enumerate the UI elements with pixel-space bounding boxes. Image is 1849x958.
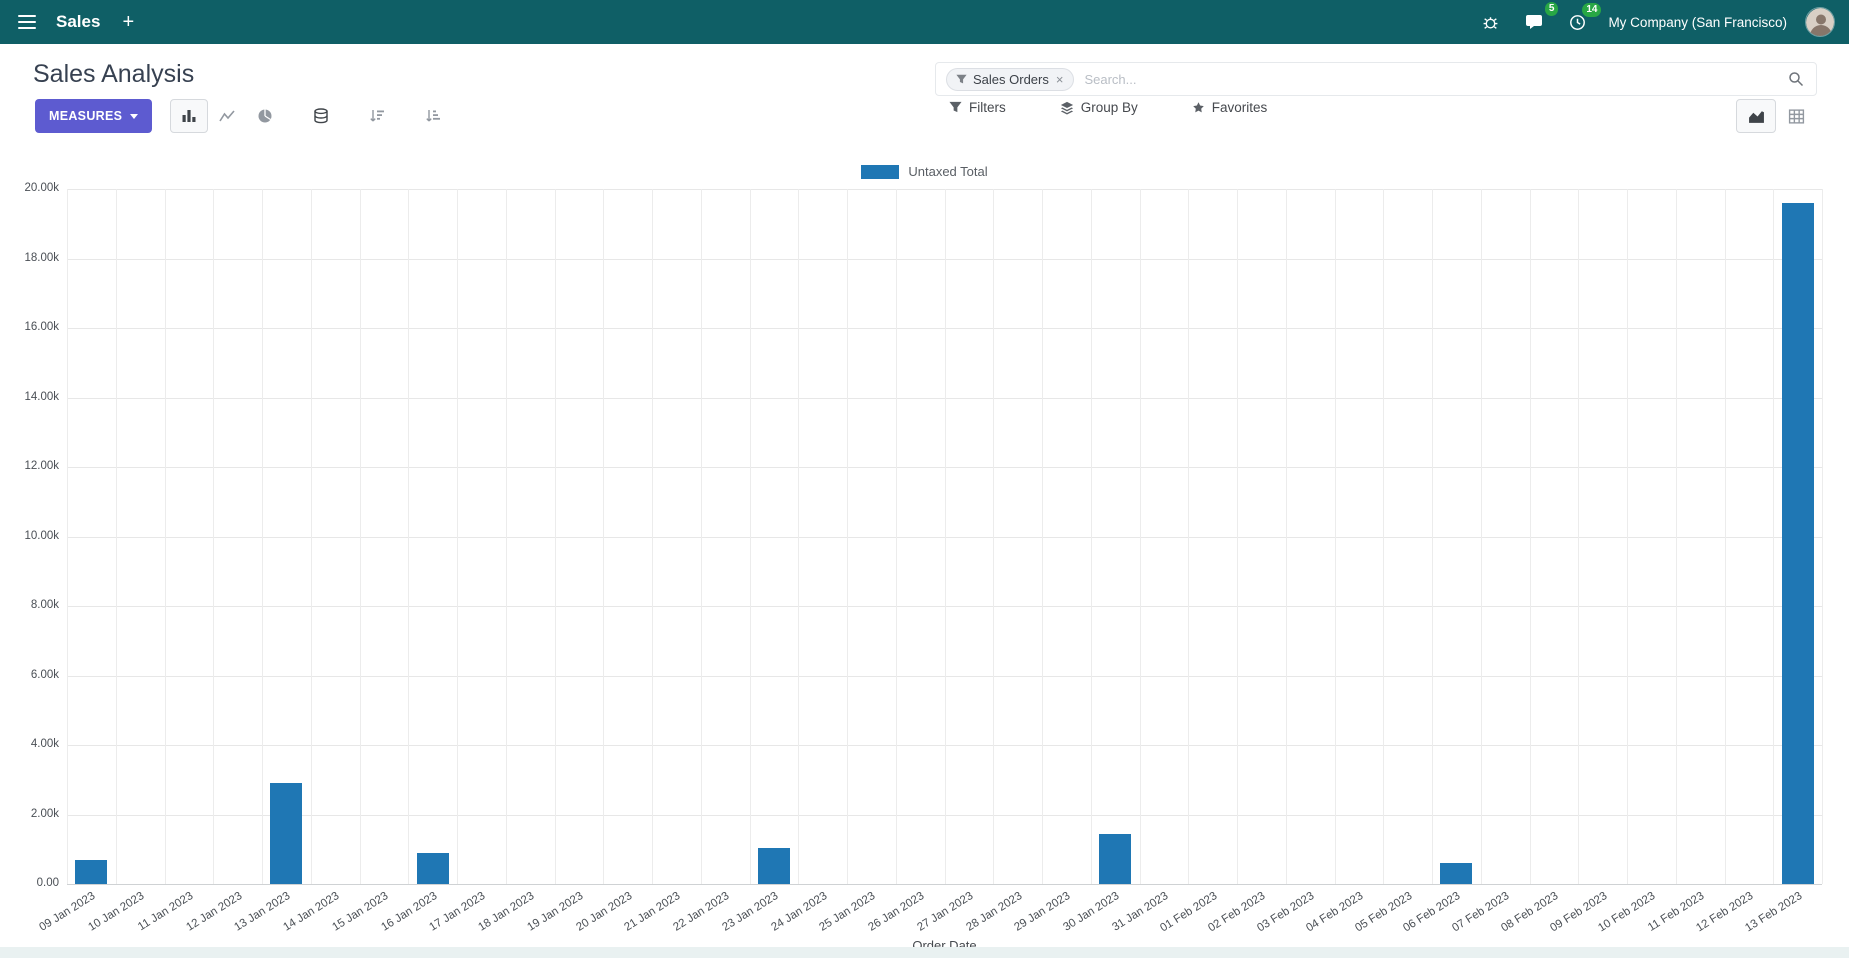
debug-bug-icon[interactable] xyxy=(1478,10,1503,35)
chart-bar[interactable] xyxy=(757,847,790,884)
top-navbar: Sales + 5 14 My Company (San Francisco) xyxy=(0,0,1849,44)
pie-chart-mode-icon[interactable] xyxy=(246,99,284,133)
x-gridline xyxy=(1432,189,1433,884)
chart-bar[interactable] xyxy=(270,783,303,884)
y-axis-tick-label: 4.00k xyxy=(30,738,59,750)
y-axis-tick-label: 2.00k xyxy=(30,807,59,820)
x-gridline xyxy=(505,189,507,884)
x-gridline xyxy=(554,189,556,884)
facet-remove-icon[interactable]: × xyxy=(1055,71,1064,87)
company-menu[interactable]: My Company (San Francisco) xyxy=(1608,14,1787,30)
stacked-toggle-icon[interactable] xyxy=(302,99,340,133)
sort-descending-icon[interactable] xyxy=(358,99,396,133)
plot-area: 0.00 2.00k 4.00k 6.00k 8.00k 10.00k 12.00k 14.0… xyxy=(24,182,1823,934)
x-gridline xyxy=(1578,189,1580,884)
activities-badge: 14 xyxy=(1582,2,1602,17)
x-gridline xyxy=(1139,189,1141,884)
bar-chart-mode-icon[interactable] xyxy=(170,99,209,133)
filters-button[interactable]: Filters xyxy=(943,99,1012,116)
graph-view-icon[interactable] xyxy=(1736,99,1776,133)
layers-icon xyxy=(1060,101,1074,115)
y-axis-tick-label: 0.00 xyxy=(36,877,59,889)
footer-strip xyxy=(0,947,1849,958)
search-bar[interactable]: Sales Orders × xyxy=(935,62,1817,96)
messages-badge: 5 xyxy=(1544,2,1559,16)
x-gridline xyxy=(1529,189,1531,884)
legend-label: Untaxed Total xyxy=(908,164,988,179)
x-gridline xyxy=(1383,189,1385,884)
star-icon xyxy=(1192,101,1205,114)
search-icon[interactable] xyxy=(1786,69,1806,89)
messages-icon[interactable] xyxy=(1521,9,1547,35)
pivot-view-icon[interactable] xyxy=(1776,99,1816,133)
caret-down-icon xyxy=(130,113,139,119)
funnel-icon xyxy=(949,101,962,114)
x-gridline xyxy=(1480,189,1482,884)
x-gridline xyxy=(1042,189,1043,884)
x-gridline xyxy=(457,189,458,884)
x-gridline xyxy=(1822,189,1823,884)
favorites-button[interactable]: Favorites xyxy=(1186,99,1274,116)
y-axis-tick-label: 20.00k xyxy=(24,182,59,194)
x-gridline xyxy=(213,189,215,884)
x-gridline xyxy=(67,189,68,884)
x-gridline xyxy=(847,189,848,884)
page-title: Sales Analysis xyxy=(33,60,195,88)
x-gridline xyxy=(408,189,410,884)
control-panel: Sales Analysis Sales Orders × MEASURES xyxy=(0,44,1849,148)
search-input[interactable] xyxy=(1082,70,1778,88)
x-gridline xyxy=(1285,189,1287,884)
x-gridline xyxy=(652,189,653,884)
y-axis-tick-label: 10.00k xyxy=(24,529,59,542)
x-gridline xyxy=(993,189,995,884)
y-gridline xyxy=(67,884,1822,885)
y-axis-tick-label: 16.00k xyxy=(24,321,59,333)
user-avatar[interactable] xyxy=(1805,7,1835,37)
x-gridline xyxy=(1090,189,1092,884)
group-by-button[interactable]: Group By xyxy=(1054,99,1144,116)
chart-bar[interactable] xyxy=(75,859,108,884)
chart-bar[interactable] xyxy=(1099,833,1132,884)
x-gridline xyxy=(310,189,312,884)
x-gridline xyxy=(1675,189,1677,884)
bar-chart: Untaxed Total 0.00 2.00k 4.00k 6.00k 8.00k 10… xyxy=(0,148,1849,958)
x-gridline xyxy=(749,189,751,884)
y-axis-tick-label: 8.00k xyxy=(30,599,59,611)
x-gridline xyxy=(115,189,117,884)
x-gridline xyxy=(1188,189,1190,884)
x-gridline xyxy=(944,189,946,884)
apps-menu-icon[interactable] xyxy=(14,11,40,33)
x-gridline xyxy=(1237,189,1238,884)
sort-ascending-icon[interactable] xyxy=(414,99,452,133)
x-gridline xyxy=(603,189,605,884)
y-axis-tick-label: 6.00k xyxy=(30,668,59,681)
chart-bar[interactable] xyxy=(416,852,449,884)
x-gridline xyxy=(798,189,800,884)
x-gridline xyxy=(1627,189,1628,884)
x-gridline xyxy=(895,189,897,884)
chart-bar[interactable] xyxy=(1781,202,1814,884)
x-gridline xyxy=(1334,189,1336,884)
line-chart-mode-icon[interactable] xyxy=(208,99,246,133)
y-axis-tick-label: 14.00k xyxy=(24,390,59,403)
app-name[interactable]: Sales xyxy=(56,12,101,31)
search-facet-label: Sales Orders xyxy=(973,71,1049,87)
chart-legend[interactable]: Untaxed Total xyxy=(0,164,1849,179)
plus-button[interactable]: + xyxy=(116,11,140,33)
x-gridline xyxy=(164,189,166,884)
y-axis-tick-label: 18.00k xyxy=(24,251,59,264)
x-gridline xyxy=(700,189,702,884)
x-gridline xyxy=(359,189,361,884)
measures-button[interactable]: MEASURES xyxy=(35,99,153,133)
x-gridline xyxy=(1773,189,1775,884)
y-axis-tick-label: 12.00k xyxy=(24,460,59,472)
chart-bar[interactable] xyxy=(1440,863,1473,884)
x-gridline xyxy=(1724,189,1726,884)
activities-clock-icon[interactable] xyxy=(1565,10,1590,35)
search-facet: Sales Orders × xyxy=(946,67,1075,91)
filter-funnel-icon xyxy=(956,74,967,85)
x-gridline xyxy=(262,189,263,884)
legend-swatch xyxy=(861,164,900,179)
